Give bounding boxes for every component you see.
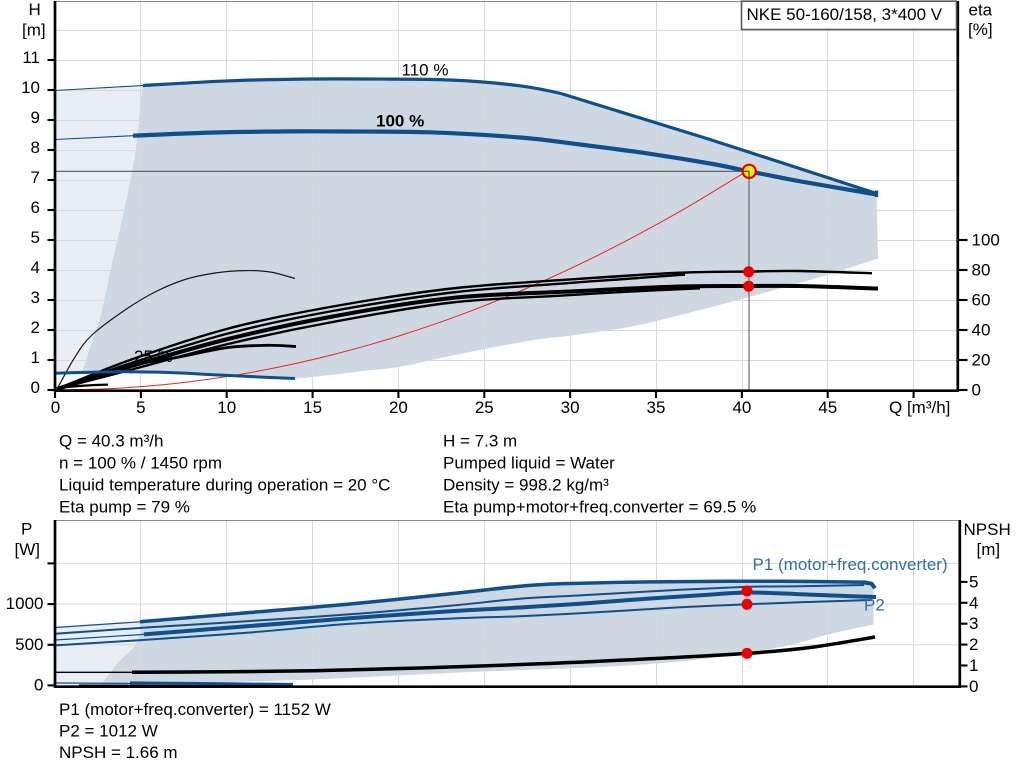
svg-text:5: 5 [136,398,145,417]
svg-text:100 %: 100 % [376,112,424,131]
svg-text:0: 0 [51,398,60,417]
svg-text:7: 7 [31,168,40,187]
svg-text:P1 (motor+freq.converter) = 11: P1 (motor+freq.converter) = 1152 W [59,700,331,719]
svg-text:40: 40 [972,321,991,340]
svg-text:2: 2 [969,635,978,654]
svg-text:10: 10 [217,398,236,417]
svg-text:20: 20 [972,351,991,370]
svg-text:Liquid temperature during oper: Liquid temperature during operation = 20… [59,476,390,495]
svg-text:6: 6 [31,198,40,217]
svg-text:NKE 50-160/158, 3*400 V: NKE 50-160/158, 3*400 V [747,5,943,24]
svg-text:15: 15 [303,398,322,417]
svg-text:[W]: [W] [15,540,41,559]
svg-text:0: 0 [31,378,40,397]
svg-text:NPSH: NPSH [964,520,1011,539]
svg-text:500: 500 [15,635,43,654]
svg-text:30: 30 [561,398,580,417]
svg-text:10: 10 [21,78,40,97]
svg-text:Eta pump = 79 %: Eta pump = 79 % [59,498,190,517]
svg-text:2: 2 [31,318,40,337]
svg-text:80: 80 [972,261,991,280]
svg-text:20: 20 [389,398,408,417]
svg-text:Pumped liquid = Water: Pumped liquid = Water [443,454,615,473]
svg-text:45: 45 [818,398,837,417]
svg-text:100: 100 [972,231,1000,250]
svg-text:NPSH = 1.66 m: NPSH = 1.66 m [59,743,178,762]
svg-text:4: 4 [31,258,40,277]
svg-text:5: 5 [969,572,978,591]
svg-text:11: 11 [22,48,40,67]
svg-text:P: P [21,520,32,539]
svg-text:Q = 40.3 m³/h: Q = 40.3 m³/h [59,432,163,451]
svg-text:[m]: [m] [22,21,46,40]
svg-text:25: 25 [475,398,494,417]
svg-text:Eta pump+motor+freq.converter: Eta pump+motor+freq.converter = 69.5 % [443,498,756,517]
svg-text:P2: P2 [864,596,885,615]
svg-text:3: 3 [969,614,978,633]
svg-text:0: 0 [34,675,43,694]
svg-text:60: 60 [972,291,991,310]
svg-text:1000: 1000 [6,594,44,613]
svg-text:P1 (motor+freq.converter): P1 (motor+freq.converter) [753,555,948,574]
svg-text:1: 1 [969,656,978,675]
svg-text:Density = 998.2 kg/m³: Density = 998.2 kg/m³ [443,476,609,495]
svg-text:40: 40 [732,398,751,417]
svg-text:0: 0 [969,677,978,696]
svg-text:[%]: [%] [968,20,993,39]
svg-text:3: 3 [31,288,40,307]
svg-text:H = 7.3 m: H = 7.3 m [443,432,517,451]
svg-text:4: 4 [969,593,978,612]
svg-text:H: H [29,0,41,19]
svg-text:eta: eta [969,1,993,20]
svg-text:5: 5 [31,228,40,247]
svg-text:8: 8 [31,138,40,157]
svg-text:9: 9 [31,108,40,127]
svg-text:[m]: [m] [977,540,1001,559]
svg-text:35: 35 [647,398,666,417]
svg-text:Q [m³/h]: Q [m³/h] [889,398,950,417]
svg-text:110 %: 110 % [402,61,449,80]
svg-text:P2 = 1012 W: P2 = 1012 W [59,722,158,741]
svg-text:1: 1 [31,348,40,367]
svg-text:25 %: 25 % [134,347,173,366]
svg-text:n = 100 % / 1450 rpm: n = 100 % / 1450 rpm [59,454,222,473]
svg-text:0: 0 [972,381,981,400]
